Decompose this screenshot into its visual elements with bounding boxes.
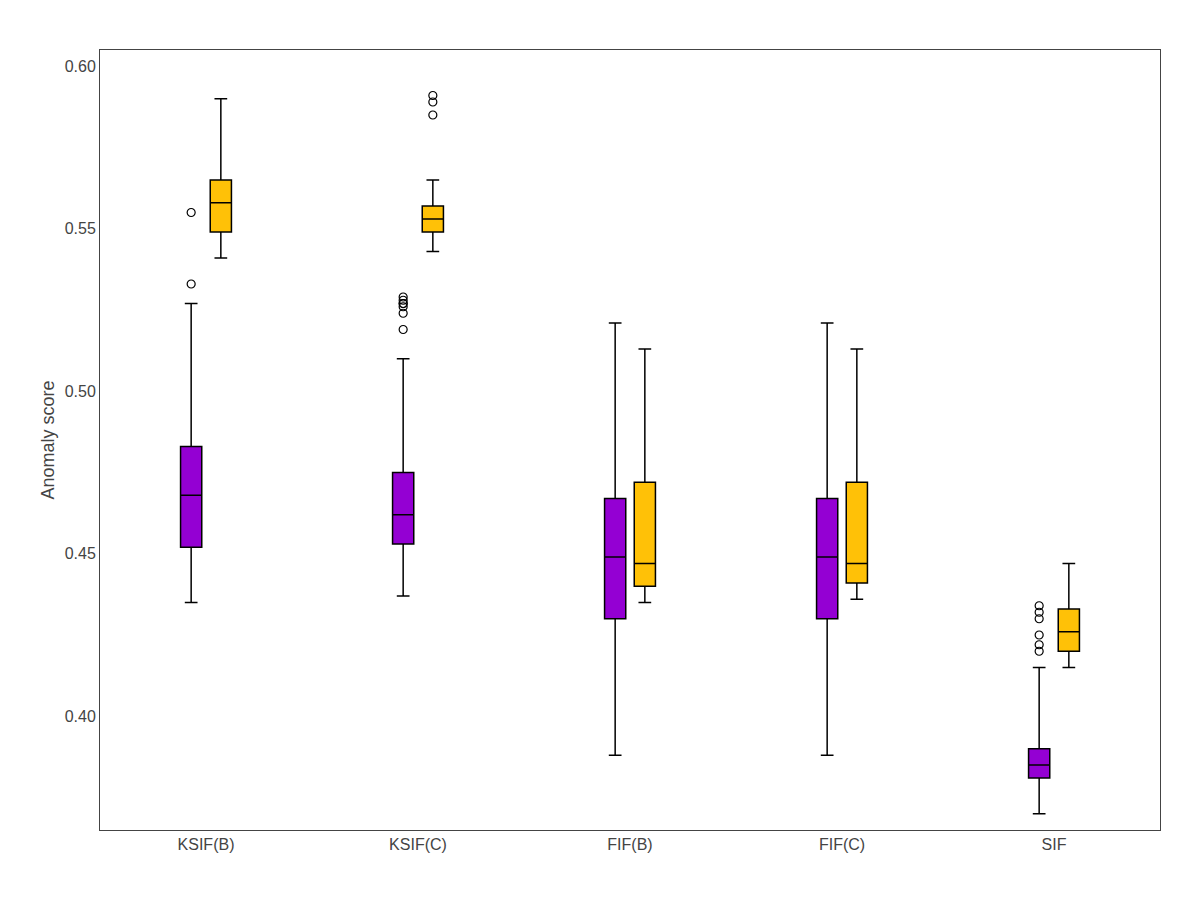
svg-text:KSIF(C): KSIF(C) xyxy=(389,836,447,853)
svg-text:0.45: 0.45 xyxy=(65,545,96,562)
svg-text:Anomaly score: Anomaly score xyxy=(38,380,58,499)
svg-text:0.50: 0.50 xyxy=(65,383,96,400)
svg-text:0.40: 0.40 xyxy=(65,708,96,725)
svg-text:0.55: 0.55 xyxy=(65,220,96,237)
svg-text:FIF(C): FIF(C) xyxy=(819,836,865,853)
svg-text:KSIF(B): KSIF(B) xyxy=(178,836,235,853)
svg-text:0.60: 0.60 xyxy=(65,58,96,75)
svg-text:FIF(B): FIF(B) xyxy=(607,836,652,853)
svg-text:SIF: SIF xyxy=(1042,836,1067,853)
